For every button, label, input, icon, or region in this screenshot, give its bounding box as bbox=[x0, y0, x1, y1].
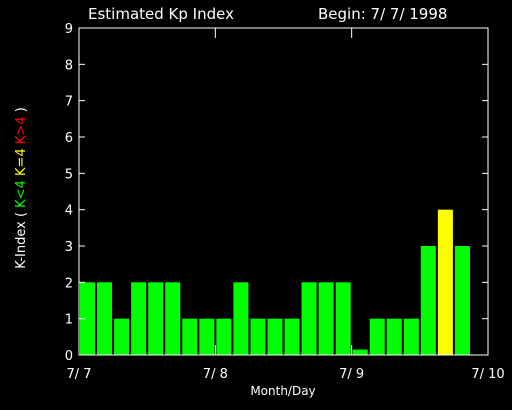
y-tick-label: 3 bbox=[65, 240, 73, 255]
chart-title: Estimated Kp Index bbox=[88, 5, 234, 23]
kp-bar bbox=[386, 318, 402, 355]
y-label-prefix: K-Index ( bbox=[14, 208, 29, 269]
kp-bar bbox=[97, 282, 113, 355]
y-tick-label: 5 bbox=[65, 167, 73, 182]
bar-group bbox=[80, 209, 470, 355]
kp-bar bbox=[216, 318, 232, 355]
x-axis: 7/ 7 7/ 8 7/ 9 7/ 10 bbox=[66, 28, 505, 382]
kp-bar bbox=[437, 209, 453, 355]
kp-bar bbox=[182, 318, 198, 355]
kp-bar bbox=[403, 318, 419, 355]
x-tick-label: 7/ 9 bbox=[339, 367, 364, 382]
y-label-part: K>4 bbox=[14, 116, 29, 144]
kp-bar bbox=[352, 349, 368, 355]
y-label-part: K=4 bbox=[14, 148, 29, 176]
kp-bar bbox=[80, 282, 96, 355]
kp-bar bbox=[114, 318, 130, 355]
kp-bar bbox=[165, 282, 181, 355]
plot-frame bbox=[78, 27, 489, 356]
kp-bar bbox=[420, 246, 436, 355]
kp-bar bbox=[233, 282, 249, 355]
y-axis: 0 1 2 3 4 5 6 7 8 9 bbox=[65, 22, 488, 364]
x-tick-label: 7/ 8 bbox=[203, 367, 228, 382]
kp-bar bbox=[267, 318, 283, 355]
kp-bar bbox=[148, 282, 164, 355]
kp-bar bbox=[301, 282, 317, 355]
y-tick-label: 8 bbox=[65, 58, 73, 73]
y-label-part: K<4 bbox=[14, 180, 29, 208]
kp-bar bbox=[131, 282, 147, 355]
kp-bar bbox=[318, 282, 334, 355]
x-tick-label: 7/ 10 bbox=[471, 367, 504, 382]
y-axis-label: K-Index ( K<4 K=4 K>4 ) bbox=[14, 107, 29, 269]
y-tick-label: 9 bbox=[65, 22, 73, 37]
y-tick-label: 0 bbox=[65, 349, 73, 364]
kp-bar bbox=[454, 246, 470, 355]
x-tick-label: 7/ 7 bbox=[66, 367, 91, 382]
y-label-suffix: ) bbox=[14, 107, 29, 116]
kp-bar bbox=[335, 282, 351, 355]
begin-date-label: Begin: 7/ 7/ 1998 bbox=[318, 5, 447, 23]
y-tick-label: 2 bbox=[65, 276, 73, 291]
kp-bar bbox=[369, 318, 385, 355]
y-tick-label: 1 bbox=[65, 313, 73, 328]
y-tick-label: 4 bbox=[65, 204, 73, 219]
y-tick-label: 6 bbox=[65, 131, 73, 146]
x-axis-label: Month/Day bbox=[250, 384, 315, 398]
kp-bar bbox=[284, 318, 300, 355]
y-tick-label: 7 bbox=[65, 95, 73, 110]
kp-bar bbox=[199, 318, 215, 355]
kp-bar bbox=[250, 318, 266, 355]
